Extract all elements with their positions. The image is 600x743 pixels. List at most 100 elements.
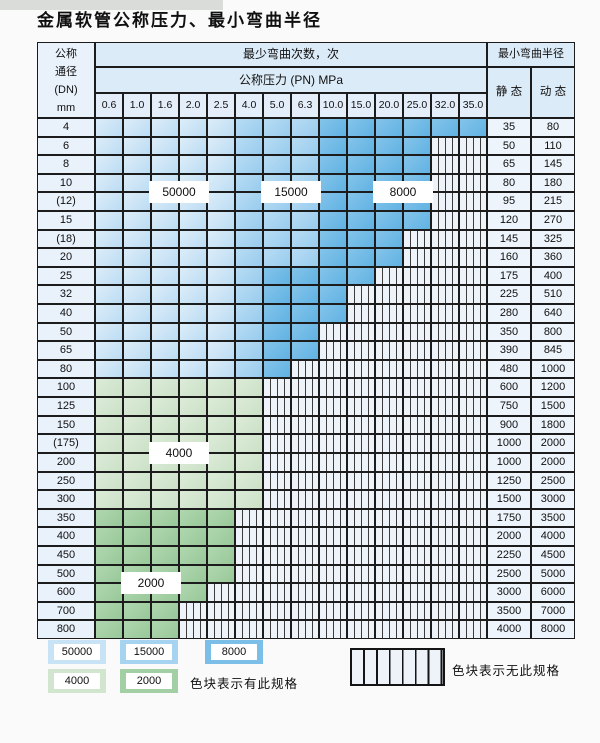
dn-cell: 200 [37,453,95,472]
spec-cell [347,602,375,620]
spec-cell [179,472,207,490]
spec-cell [235,565,263,583]
header-dn: 公称 通径 (DN) mm [37,42,95,118]
spec-cell [291,490,319,509]
spec-cell [151,360,179,378]
spec-cell [179,378,207,397]
spec-cell [207,397,235,416]
spec-cell [123,490,151,509]
spec-cell [207,118,235,137]
spec-cell [235,453,263,472]
spec-cell [95,490,123,509]
spec-cell [459,416,487,434]
spec-cell [123,602,151,620]
spec-cell [123,192,151,211]
spec-cell [459,397,487,416]
spec-cell [235,602,263,620]
spec-cell [319,602,347,620]
dynamic-cell: 2500 [531,472,575,490]
spec-cell [347,527,375,546]
static-cell: 900 [487,416,531,434]
spec-cell [347,583,375,602]
spec-cell [459,602,487,620]
spec-cell [151,416,179,434]
spec-cell [431,397,459,416]
spec-cell [347,360,375,378]
legend-swatch-label: 8000 [211,644,257,660]
spec-cell [179,285,207,304]
spec-cell [347,137,375,155]
spec-cell [291,565,319,583]
spec-cell [263,546,291,565]
spec-cell [179,118,207,137]
spec-cell [403,267,431,285]
spec-cell [123,230,151,248]
spec-cell [179,248,207,267]
spec-cell [235,546,263,565]
spec-cell [151,230,179,248]
dynamic-cell: 270 [531,211,575,230]
static-cell: 50 [487,137,531,155]
dn-cell: 50 [37,323,95,341]
static-cell: 175 [487,267,531,285]
spec-cell [179,304,207,323]
legend-swatch-15000: 15000 [120,640,178,664]
spec-cell [431,267,459,285]
spec-cell [403,416,431,434]
spec-cell [431,155,459,174]
spec-cell [347,620,375,639]
spec-cell [375,118,403,137]
dn-cell: 65 [37,341,95,360]
spec-cell [207,453,235,472]
spec-cell [207,267,235,285]
spec-cell [123,378,151,397]
spec-cell [459,434,487,453]
dn-cell: 32 [37,285,95,304]
legend-swatch-label: 15000 [126,644,172,660]
static-cell: 480 [487,360,531,378]
spec-cell [151,137,179,155]
legend-swatch-8000: 8000 [205,640,263,664]
dn-cell: 250 [37,472,95,490]
spec-cell [123,472,151,490]
spec-cell [179,620,207,639]
dn-cell: 6 [37,137,95,155]
spec-cell [263,434,291,453]
spec-cell [207,527,235,546]
spec-cell [235,155,263,174]
spec-cell [263,323,291,341]
spec-cell [431,341,459,360]
spec-cell [151,527,179,546]
spec-cell [235,323,263,341]
spec-cell [207,137,235,155]
spec-cell [123,620,151,639]
spec-cell [375,434,403,453]
static-cell: 35 [487,118,531,137]
spec-cell [263,509,291,527]
dynamic-cell: 360 [531,248,575,267]
header-pressure-tick: 1.0 [123,93,151,118]
spec-cell [291,378,319,397]
spec-cell [151,602,179,620]
spec-cell [459,565,487,583]
spec-cell [319,137,347,155]
spec-cell [319,453,347,472]
spec-cell [235,192,263,211]
spec-cell [291,509,319,527]
spec-cell [95,583,123,602]
spec-cell [179,546,207,565]
spec-cell [347,434,375,453]
spec-cell [319,323,347,341]
dn-cell: 350 [37,509,95,527]
spec-cell [123,546,151,565]
static-cell: 1500 [487,490,531,509]
dn-cell: 500 [37,565,95,583]
spec-cell [95,248,123,267]
spec-cell [291,472,319,490]
dynamic-cell: 80 [531,118,575,137]
spec-cell [403,509,431,527]
dynamic-cell: 4500 [531,546,575,565]
spec-cell [459,378,487,397]
spec-cell [403,397,431,416]
